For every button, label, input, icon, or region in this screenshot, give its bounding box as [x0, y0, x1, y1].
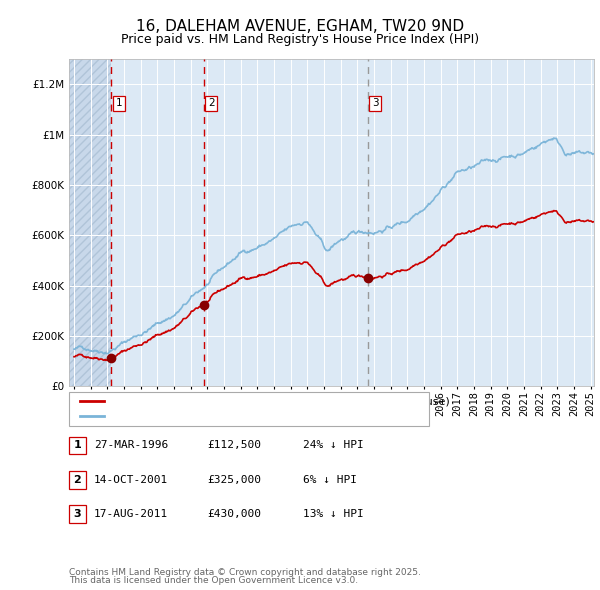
Bar — [65, 59, 112, 386]
Text: 6% ↓ HPI: 6% ↓ HPI — [303, 475, 357, 484]
Text: 1: 1 — [74, 441, 81, 450]
Text: Price paid vs. HM Land Registry's House Price Index (HPI): Price paid vs. HM Land Registry's House … — [121, 33, 479, 46]
Text: 16, DALEHAM AVENUE, EGHAM, TW20 9ND: 16, DALEHAM AVENUE, EGHAM, TW20 9ND — [136, 19, 464, 34]
Text: £325,000: £325,000 — [207, 475, 261, 484]
Text: 17-AUG-2011: 17-AUG-2011 — [94, 509, 169, 519]
Text: 14-OCT-2001: 14-OCT-2001 — [94, 475, 169, 484]
Text: HPI: Average price, detached house, Runnymede: HPI: Average price, detached house, Runn… — [109, 411, 382, 421]
Text: 3: 3 — [372, 98, 379, 108]
Text: This data is licensed under the Open Government Licence v3.0.: This data is licensed under the Open Gov… — [69, 576, 358, 585]
Text: 3: 3 — [74, 509, 81, 519]
Text: £430,000: £430,000 — [207, 509, 261, 519]
Text: 1: 1 — [115, 98, 122, 108]
Text: 2: 2 — [74, 475, 81, 484]
Text: Contains HM Land Registry data © Crown copyright and database right 2025.: Contains HM Land Registry data © Crown c… — [69, 568, 421, 577]
Text: 27-MAR-1996: 27-MAR-1996 — [94, 441, 169, 450]
Text: 16, DALEHAM AVENUE, EGHAM, TW20 9ND (detached house): 16, DALEHAM AVENUE, EGHAM, TW20 9ND (det… — [109, 396, 449, 407]
Text: £112,500: £112,500 — [207, 441, 261, 450]
Text: 2: 2 — [208, 98, 215, 108]
Text: 24% ↓ HPI: 24% ↓ HPI — [303, 441, 364, 450]
Text: 13% ↓ HPI: 13% ↓ HPI — [303, 509, 364, 519]
